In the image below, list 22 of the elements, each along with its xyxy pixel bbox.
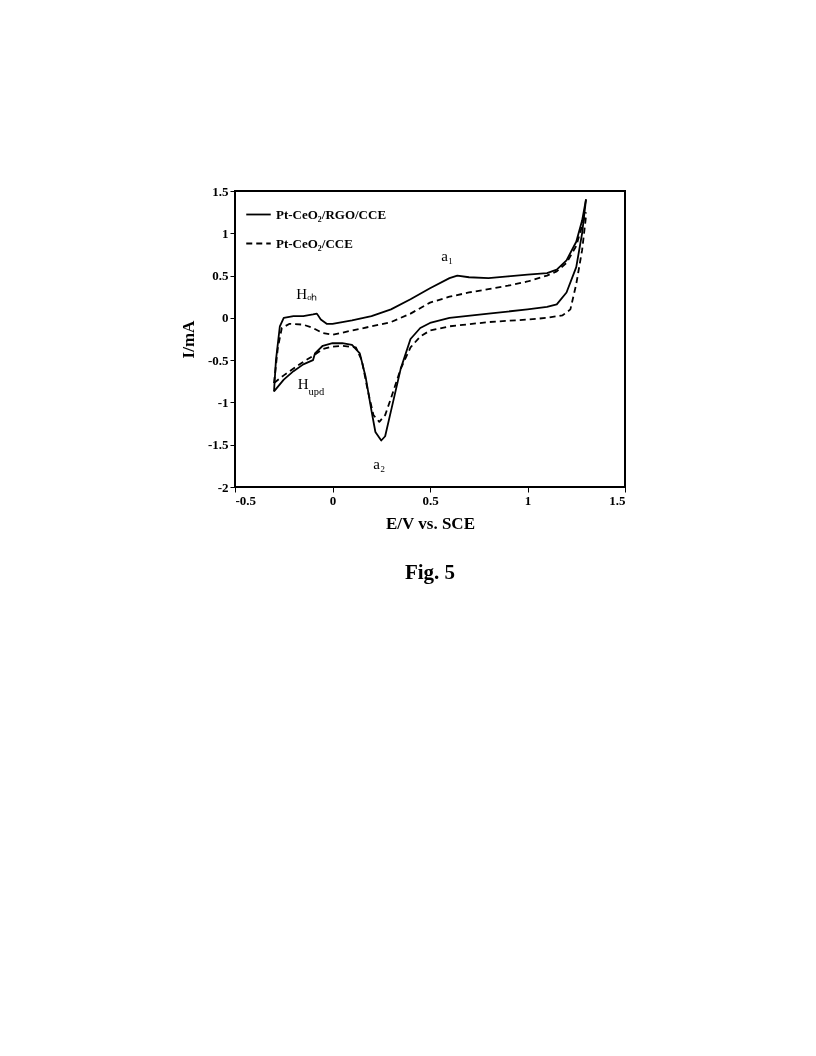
y-tick-label: -1.5	[207, 437, 229, 453]
annotation: H$_{upd}$	[297, 376, 326, 397]
x-axis-title: E/V vs. SCE	[386, 513, 475, 533]
y-tick-label: 1	[222, 225, 229, 241]
annotation: a₁	[441, 247, 454, 264]
annotation: Hₒₕ	[296, 285, 318, 302]
legend-label: Pt-CeO₂/RGO/CCE	[276, 206, 387, 222]
y-tick-label: 1.5	[212, 183, 229, 199]
x-tick-label: 1.5	[609, 492, 626, 508]
y-tick-label: -2	[217, 479, 229, 495]
y-tick-label: 0.5	[212, 268, 229, 284]
x-tick-label: 1	[524, 492, 532, 508]
legend-label: Pt-CeO₂/CCE	[276, 235, 353, 251]
annotation: a₂	[373, 456, 386, 473]
y-tick-label: 0	[222, 310, 229, 326]
x-tick-label: -0.5	[235, 492, 257, 508]
y-axis-title: I/mA	[178, 319, 198, 359]
y-tick-label: -1	[217, 394, 229, 410]
x-tick-label: 0	[329, 492, 337, 508]
x-tick-label: 0.5	[422, 492, 440, 508]
caption: Fig. 5	[403, 560, 457, 585]
y-tick-label: -0.5	[207, 352, 229, 368]
